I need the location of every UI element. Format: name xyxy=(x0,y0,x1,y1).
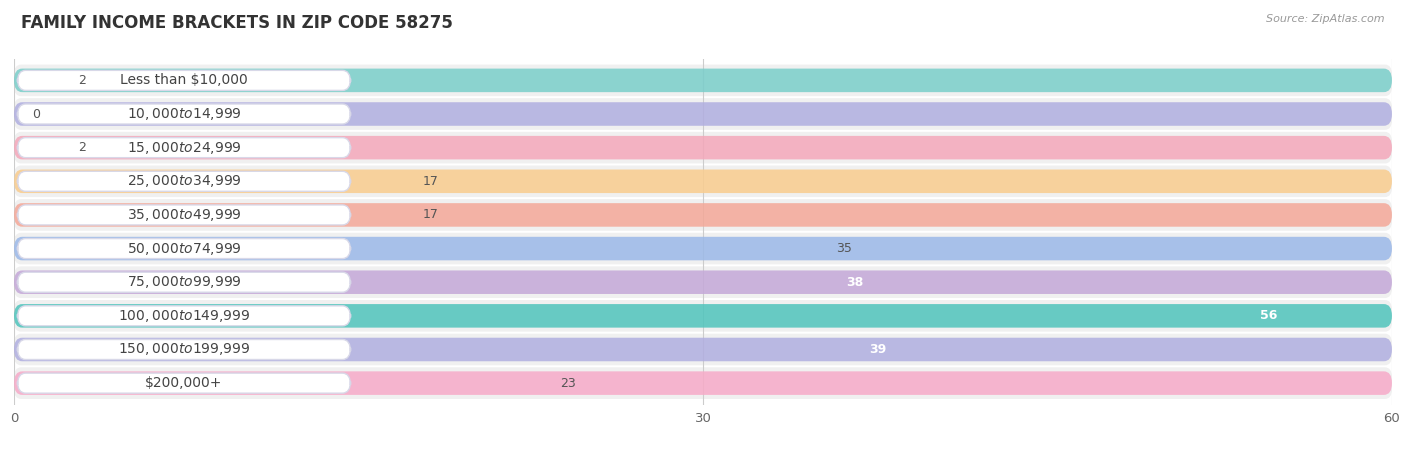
FancyBboxPatch shape xyxy=(14,338,1392,361)
FancyBboxPatch shape xyxy=(17,70,350,90)
FancyBboxPatch shape xyxy=(14,304,1392,328)
FancyBboxPatch shape xyxy=(14,166,1392,197)
Text: Less than $10,000: Less than $10,000 xyxy=(120,73,247,87)
Text: FAMILY INCOME BRACKETS IN ZIP CODE 58275: FAMILY INCOME BRACKETS IN ZIP CODE 58275 xyxy=(21,14,453,32)
FancyBboxPatch shape xyxy=(14,300,1392,332)
FancyBboxPatch shape xyxy=(17,306,350,326)
Text: $35,000 to $49,999: $35,000 to $49,999 xyxy=(127,207,242,223)
FancyBboxPatch shape xyxy=(14,203,1392,227)
Text: 2: 2 xyxy=(79,141,86,154)
Text: 35: 35 xyxy=(837,242,852,255)
Text: 39: 39 xyxy=(869,343,887,356)
FancyBboxPatch shape xyxy=(14,237,1392,261)
Text: $200,000+: $200,000+ xyxy=(145,376,222,390)
FancyBboxPatch shape xyxy=(14,266,1392,298)
Text: 17: 17 xyxy=(423,208,439,221)
FancyBboxPatch shape xyxy=(14,98,1392,130)
FancyBboxPatch shape xyxy=(14,199,1392,231)
FancyBboxPatch shape xyxy=(14,270,1392,294)
Text: $150,000 to $199,999: $150,000 to $199,999 xyxy=(118,342,250,357)
FancyBboxPatch shape xyxy=(14,102,1392,126)
Text: $15,000 to $24,999: $15,000 to $24,999 xyxy=(127,140,242,156)
FancyBboxPatch shape xyxy=(17,272,350,292)
FancyBboxPatch shape xyxy=(17,373,350,393)
Text: $25,000 to $34,999: $25,000 to $34,999 xyxy=(127,173,242,189)
Text: 0: 0 xyxy=(32,108,41,121)
FancyBboxPatch shape xyxy=(14,68,1392,92)
FancyBboxPatch shape xyxy=(14,233,1392,265)
Text: $75,000 to $99,999: $75,000 to $99,999 xyxy=(127,274,242,290)
FancyBboxPatch shape xyxy=(14,136,1392,159)
FancyBboxPatch shape xyxy=(17,238,350,259)
FancyBboxPatch shape xyxy=(14,64,1392,96)
FancyBboxPatch shape xyxy=(14,371,1392,395)
FancyBboxPatch shape xyxy=(17,138,350,157)
FancyBboxPatch shape xyxy=(14,132,1392,163)
Text: 2: 2 xyxy=(79,74,86,87)
Text: 56: 56 xyxy=(1260,309,1277,322)
Text: $100,000 to $149,999: $100,000 to $149,999 xyxy=(118,308,250,324)
Text: 17: 17 xyxy=(423,175,439,188)
Text: Source: ZipAtlas.com: Source: ZipAtlas.com xyxy=(1267,14,1385,23)
Text: $50,000 to $74,999: $50,000 to $74,999 xyxy=(127,241,242,256)
FancyBboxPatch shape xyxy=(14,367,1392,399)
FancyBboxPatch shape xyxy=(17,171,350,191)
Text: 23: 23 xyxy=(561,377,576,390)
Text: 38: 38 xyxy=(846,276,863,289)
FancyBboxPatch shape xyxy=(17,104,350,124)
FancyBboxPatch shape xyxy=(14,334,1392,365)
Text: $10,000 to $14,999: $10,000 to $14,999 xyxy=(127,106,242,122)
FancyBboxPatch shape xyxy=(17,339,350,360)
FancyBboxPatch shape xyxy=(14,170,1392,193)
FancyBboxPatch shape xyxy=(17,205,350,225)
